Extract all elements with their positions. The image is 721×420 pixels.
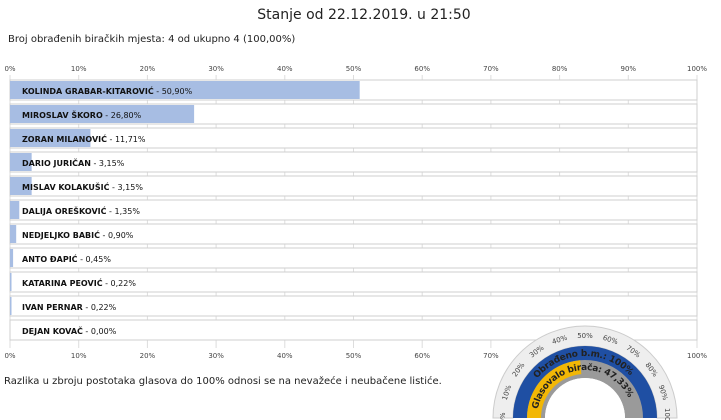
bar [10, 105, 195, 123]
gauge-tick-label: 0% [499, 412, 507, 420]
bar-label: DARIO JURIČAN - 3,15% [22, 157, 125, 168]
candidate-name: DALIJA OREŠKOVIĆ [22, 205, 107, 216]
x-tick-label-top: 40% [277, 65, 293, 73]
bar [10, 225, 17, 243]
candidate-name: KOLINDA GRABAR-KITAROVIĆ [22, 85, 154, 96]
x-tick-label-top: 90% [621, 65, 637, 73]
gauge-tick-label: 50% [577, 332, 593, 340]
label-separator: - [91, 159, 99, 168]
chart-subtitle: Broj obrađenih biračkih mjesta: 4 od uku… [8, 33, 295, 45]
gauge-arc [513, 346, 657, 418]
bar-label: KATARINA PEOVIĆ - 0,22% [22, 277, 136, 288]
label-separator: - [78, 255, 86, 264]
label-separator: - [103, 279, 111, 288]
bar-label: MISLAV KOLAKUŠIĆ - 3,15% [22, 181, 143, 192]
x-tick-label-bottom: 0% [4, 352, 15, 360]
x-tick-label-top: 60% [414, 65, 430, 73]
x-tick-label-top: 0% [4, 65, 15, 73]
chart-title: Stanje od 22.12.2019. u 21:50 [257, 7, 470, 23]
candidate-name: MIROSLAV ŠKORO [22, 109, 103, 120]
label-separator: - [83, 327, 91, 336]
bar [10, 177, 32, 195]
x-tick-label-bottom: 30% [208, 352, 224, 360]
bar [10, 129, 91, 147]
x-tick-label-top: 10% [71, 65, 87, 73]
gauge-inner [545, 378, 625, 418]
bar-label: ANTO ĐAPIĆ - 0,45% [22, 253, 111, 264]
x-tick-label-bottom: 100% [687, 352, 707, 360]
candidate-name: ANTO ĐAPIĆ [22, 253, 78, 264]
value-label: 0,45% [86, 255, 112, 264]
value-label: 11,71% [115, 135, 146, 144]
bar [10, 81, 360, 99]
candidate-name: NEDJELJKO BABIĆ [22, 229, 100, 240]
bar-label: MIROSLAV ŠKORO - 26,80% [22, 109, 142, 120]
bar-label: DALIJA OREŠKOVIĆ - 1,35% [22, 205, 140, 216]
label-separator: - [83, 303, 91, 312]
row-background [9, 247, 698, 269]
candidate-name: ZORAN MILANOVIĆ [22, 133, 107, 144]
bar [10, 297, 12, 315]
candidate-name: IVAN PERNAR [22, 303, 83, 312]
gauge-arc [527, 360, 582, 418]
x-tick-label-bottom: 20% [140, 352, 156, 360]
bar [10, 201, 20, 219]
value-label: 26,80% [111, 111, 142, 120]
value-label: 1,35% [115, 207, 141, 216]
x-tick-label-bottom: 60% [414, 352, 430, 360]
label-separator: - [110, 183, 118, 192]
x-tick-label-top: 100% [687, 65, 707, 73]
candidate-name: DEJAN KOVAČ [22, 325, 83, 336]
bar-label: DEJAN KOVAČ - 0,00% [22, 325, 117, 336]
bar-label: ZORAN MILANOVIĆ - 11,71% [22, 133, 146, 144]
candidate-name: KATARINA PEOVIĆ [22, 277, 103, 288]
x-tick-label-top: 80% [552, 65, 568, 73]
value-label: 0,90% [108, 231, 134, 240]
bar-label: IVAN PERNAR - 0,22% [22, 303, 117, 312]
footnote: Razlika u zbroju postotaka glasova do 10… [4, 375, 442, 387]
x-tick-label-top: 30% [208, 65, 224, 73]
bar [10, 273, 12, 291]
candidate-name: MISLAV KOLAKUŠIĆ [22, 181, 110, 192]
bar-label: KOLINDA GRABAR-KITAROVIĆ - 50,90% [22, 85, 193, 96]
bar-label: NEDJELJKO BABIĆ - 0,90% [22, 229, 134, 240]
value-label: 3,15% [118, 183, 144, 192]
candidate-name: DARIO JURIČAN [22, 157, 91, 168]
value-label: 0,00% [91, 327, 117, 336]
gauge-tick-label: 100% [663, 408, 671, 420]
label-separator: - [107, 207, 115, 216]
value-label: 0,22% [111, 279, 137, 288]
x-tick-label-bottom: 70% [483, 352, 499, 360]
value-label: 0,22% [91, 303, 117, 312]
label-separator: - [103, 111, 111, 120]
bar [10, 249, 14, 267]
row-background [9, 319, 698, 341]
x-tick-label-bottom: 40% [277, 352, 293, 360]
x-tick-label-bottom: 50% [346, 352, 362, 360]
value-label: 3,15% [99, 159, 125, 168]
x-tick-label-top: 50% [346, 65, 362, 73]
label-separator: - [100, 231, 108, 240]
bar [10, 153, 32, 171]
x-tick-label-bottom: 10% [71, 352, 87, 360]
x-tick-label-top: 70% [483, 65, 499, 73]
label-separator: - [154, 87, 162, 96]
x-tick-label-top: 20% [140, 65, 156, 73]
value-label: 50,90% [162, 87, 193, 96]
label-separator: - [107, 135, 115, 144]
